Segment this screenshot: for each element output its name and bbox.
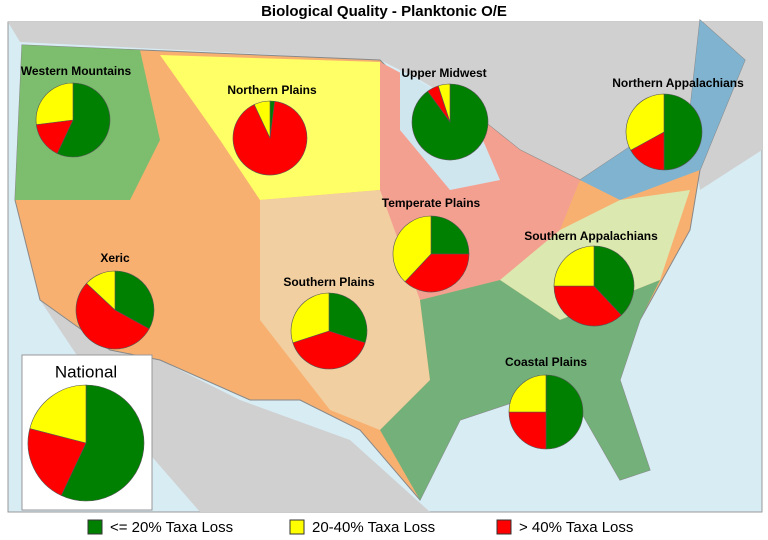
pie-slice: [56, 82, 111, 158]
legend-label: 20-40% Taxa Loss: [312, 519, 435, 536]
pie-slice: [86, 270, 116, 311]
pie-slice: [75, 282, 150, 350]
pie-slice: [253, 100, 271, 139]
pie-title: Northern Plains: [227, 83, 317, 97]
pie-title: Northern Appalachians: [612, 76, 744, 90]
pie-slice: [292, 330, 366, 370]
pie-slice: [437, 83, 451, 123]
pie-title: Temperate Plains: [382, 196, 481, 210]
title: Biological Quality - Planktonic O/E: [261, 3, 507, 20]
pie-title: Southern Plains: [283, 275, 375, 289]
legend-swatch: [87, 519, 103, 535]
pie-slice: [328, 292, 368, 344]
pie-slice: [392, 215, 432, 283]
pie-slice: [663, 93, 703, 171]
pie-slice: [35, 82, 74, 125]
pie-slice: [593, 245, 635, 316]
pie-slice: [553, 245, 595, 287]
pies: Western Mountains Northern Plains Upper Mi…: [21, 64, 744, 502]
pie-title: Upper Midwest: [401, 66, 486, 80]
pie-slice: [508, 411, 547, 450]
pie-slice: [508, 374, 547, 413]
canada: [8, 22, 762, 190]
legend-label: > 40% Taxa Loss: [519, 519, 633, 536]
pie-title: Xeric: [100, 251, 130, 265]
legend-label: <= 20% Taxa Loss: [110, 519, 233, 536]
pie-slice: [27, 428, 87, 496]
pie-slice: [625, 93, 665, 151]
pie-slice: [29, 384, 87, 444]
region-northern-appalachians: [580, 20, 745, 200]
pie-slice: [545, 374, 584, 450]
legend: <= 20% Taxa Loss 20-40% Taxa Loss > 40% Ta…: [87, 519, 633, 536]
legend-swatch: [289, 519, 305, 535]
pie-slice: [290, 292, 330, 344]
pie-slice: [404, 253, 470, 293]
pie-slice: [553, 285, 622, 327]
pie-slice: [430, 215, 470, 255]
pie-title: Coastal Plains: [505, 355, 587, 369]
pie-slice: [232, 100, 308, 176]
pie-title: Southern Appalachians: [524, 229, 658, 243]
pie-slice: [60, 384, 145, 502]
pie-title: Western Mountains: [21, 64, 132, 78]
pie-slice: [114, 270, 155, 330]
legend-swatch: [496, 519, 512, 535]
pie-title: National: [55, 362, 117, 381]
